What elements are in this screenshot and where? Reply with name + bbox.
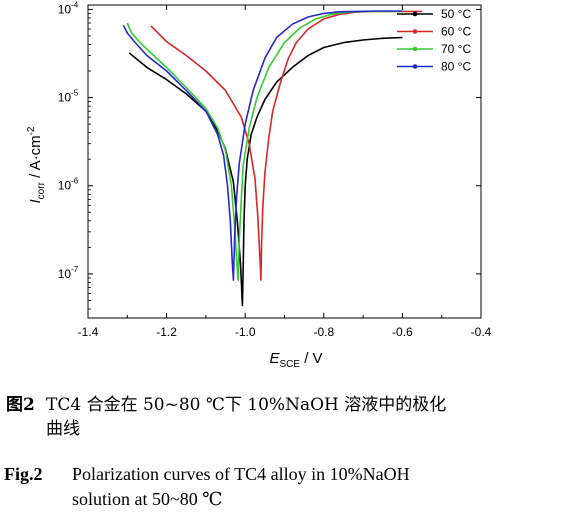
x-tick-label: -0.8 bbox=[313, 325, 334, 339]
legend-label-3: 70 °C bbox=[441, 42, 471, 56]
caption-cn-line-1: TC4 合金在 50~80 ℃下 10%NaOH 溶液中的极化 bbox=[46, 395, 447, 415]
x-axis-symbol: E bbox=[269, 350, 280, 367]
x-axis-label-text: ESCE / V bbox=[269, 350, 322, 370]
x-tick-label: -1.0 bbox=[235, 325, 256, 339]
x-axis-unit: / V bbox=[300, 350, 323, 367]
y-tick-exponent: -5 bbox=[71, 89, 79, 98]
y-tick-label: 10-4 bbox=[58, 0, 79, 16]
legend-label-1: 50 °C bbox=[441, 7, 471, 21]
y-tick-exponent: -4 bbox=[71, 0, 79, 9]
y-axis-unit: / A·cm bbox=[27, 135, 44, 182]
y-axis-subscript: corr bbox=[36, 181, 47, 199]
series-line-2 bbox=[150, 10, 423, 281]
caption-cn-line-2: 曲线 bbox=[46, 419, 80, 439]
y-tick-label: 10-5 bbox=[58, 89, 79, 105]
y-axis-label-text: Icorr / A·cm-2 bbox=[26, 126, 47, 203]
y-axis-label-group: Icorr / A·cm-2 bbox=[26, 126, 47, 203]
legend-label-4: 80 °C bbox=[441, 60, 471, 74]
y-axis-label: Icorr / A·cm-2 bbox=[26, 126, 47, 203]
y-tick-label: 10-6 bbox=[58, 177, 79, 193]
caption-en-line-2: solution at 50~80 ℃ bbox=[72, 489, 223, 509]
caption-en-label: Fig.2 bbox=[4, 464, 43, 484]
legend-marker-3 bbox=[412, 46, 418, 52]
series-line-3 bbox=[126, 10, 403, 281]
chart-legend: 50 °C 60 °C 70 °C 80 °C bbox=[397, 7, 471, 74]
x-axis-label: ESCE / V bbox=[269, 350, 322, 370]
plot-frame bbox=[87, 4, 482, 319]
y-tick-exponent: -6 bbox=[71, 177, 79, 186]
x-tick-label: -1.2 bbox=[156, 325, 177, 339]
caption-cn-label: 图2 bbox=[6, 395, 35, 415]
x-axis-subscript: SCE bbox=[279, 359, 300, 370]
legend-marker-2 bbox=[412, 29, 418, 34]
y-axis-symbol: I bbox=[27, 199, 44, 203]
caption-chinese: 图2 TC4 合金在 50~80 ℃下 10%NaOH 溶液中的极化 曲线 bbox=[0, 393, 565, 441]
caption-en-line-1: Polarization curves of TC4 alloy in 10%N… bbox=[72, 464, 410, 484]
caption-english: Fig.2 Polarization curves of TC4 alloy i… bbox=[0, 462, 565, 512]
x-tick-label: -0.6 bbox=[392, 325, 413, 339]
polarization-chart: -1.4 -1.2 -1.0 -0.8 -0.6 -0.4 10-7 10-6 10-5 10-4… bbox=[26, 0, 492, 370]
x-tick-label: -1.4 bbox=[78, 325, 99, 339]
legend-marker-1 bbox=[412, 11, 418, 17]
x-tick-label: -0.4 bbox=[471, 325, 492, 339]
series-line-4 bbox=[122, 10, 403, 281]
y-tick-label: 10-7 bbox=[58, 265, 79, 281]
legend-marker-4 bbox=[412, 64, 418, 69]
series-layer bbox=[122, 10, 423, 307]
y-tick-exponent: -7 bbox=[71, 265, 79, 274]
ticks-layer: -1.4 -1.2 -1.0 -0.8 -0.6 -0.4 10-7 10-6 10-5 10-4 bbox=[58, 0, 492, 339]
y-axis-superscript: -2 bbox=[26, 126, 37, 135]
legend-label-2: 60 °C bbox=[441, 25, 471, 39]
